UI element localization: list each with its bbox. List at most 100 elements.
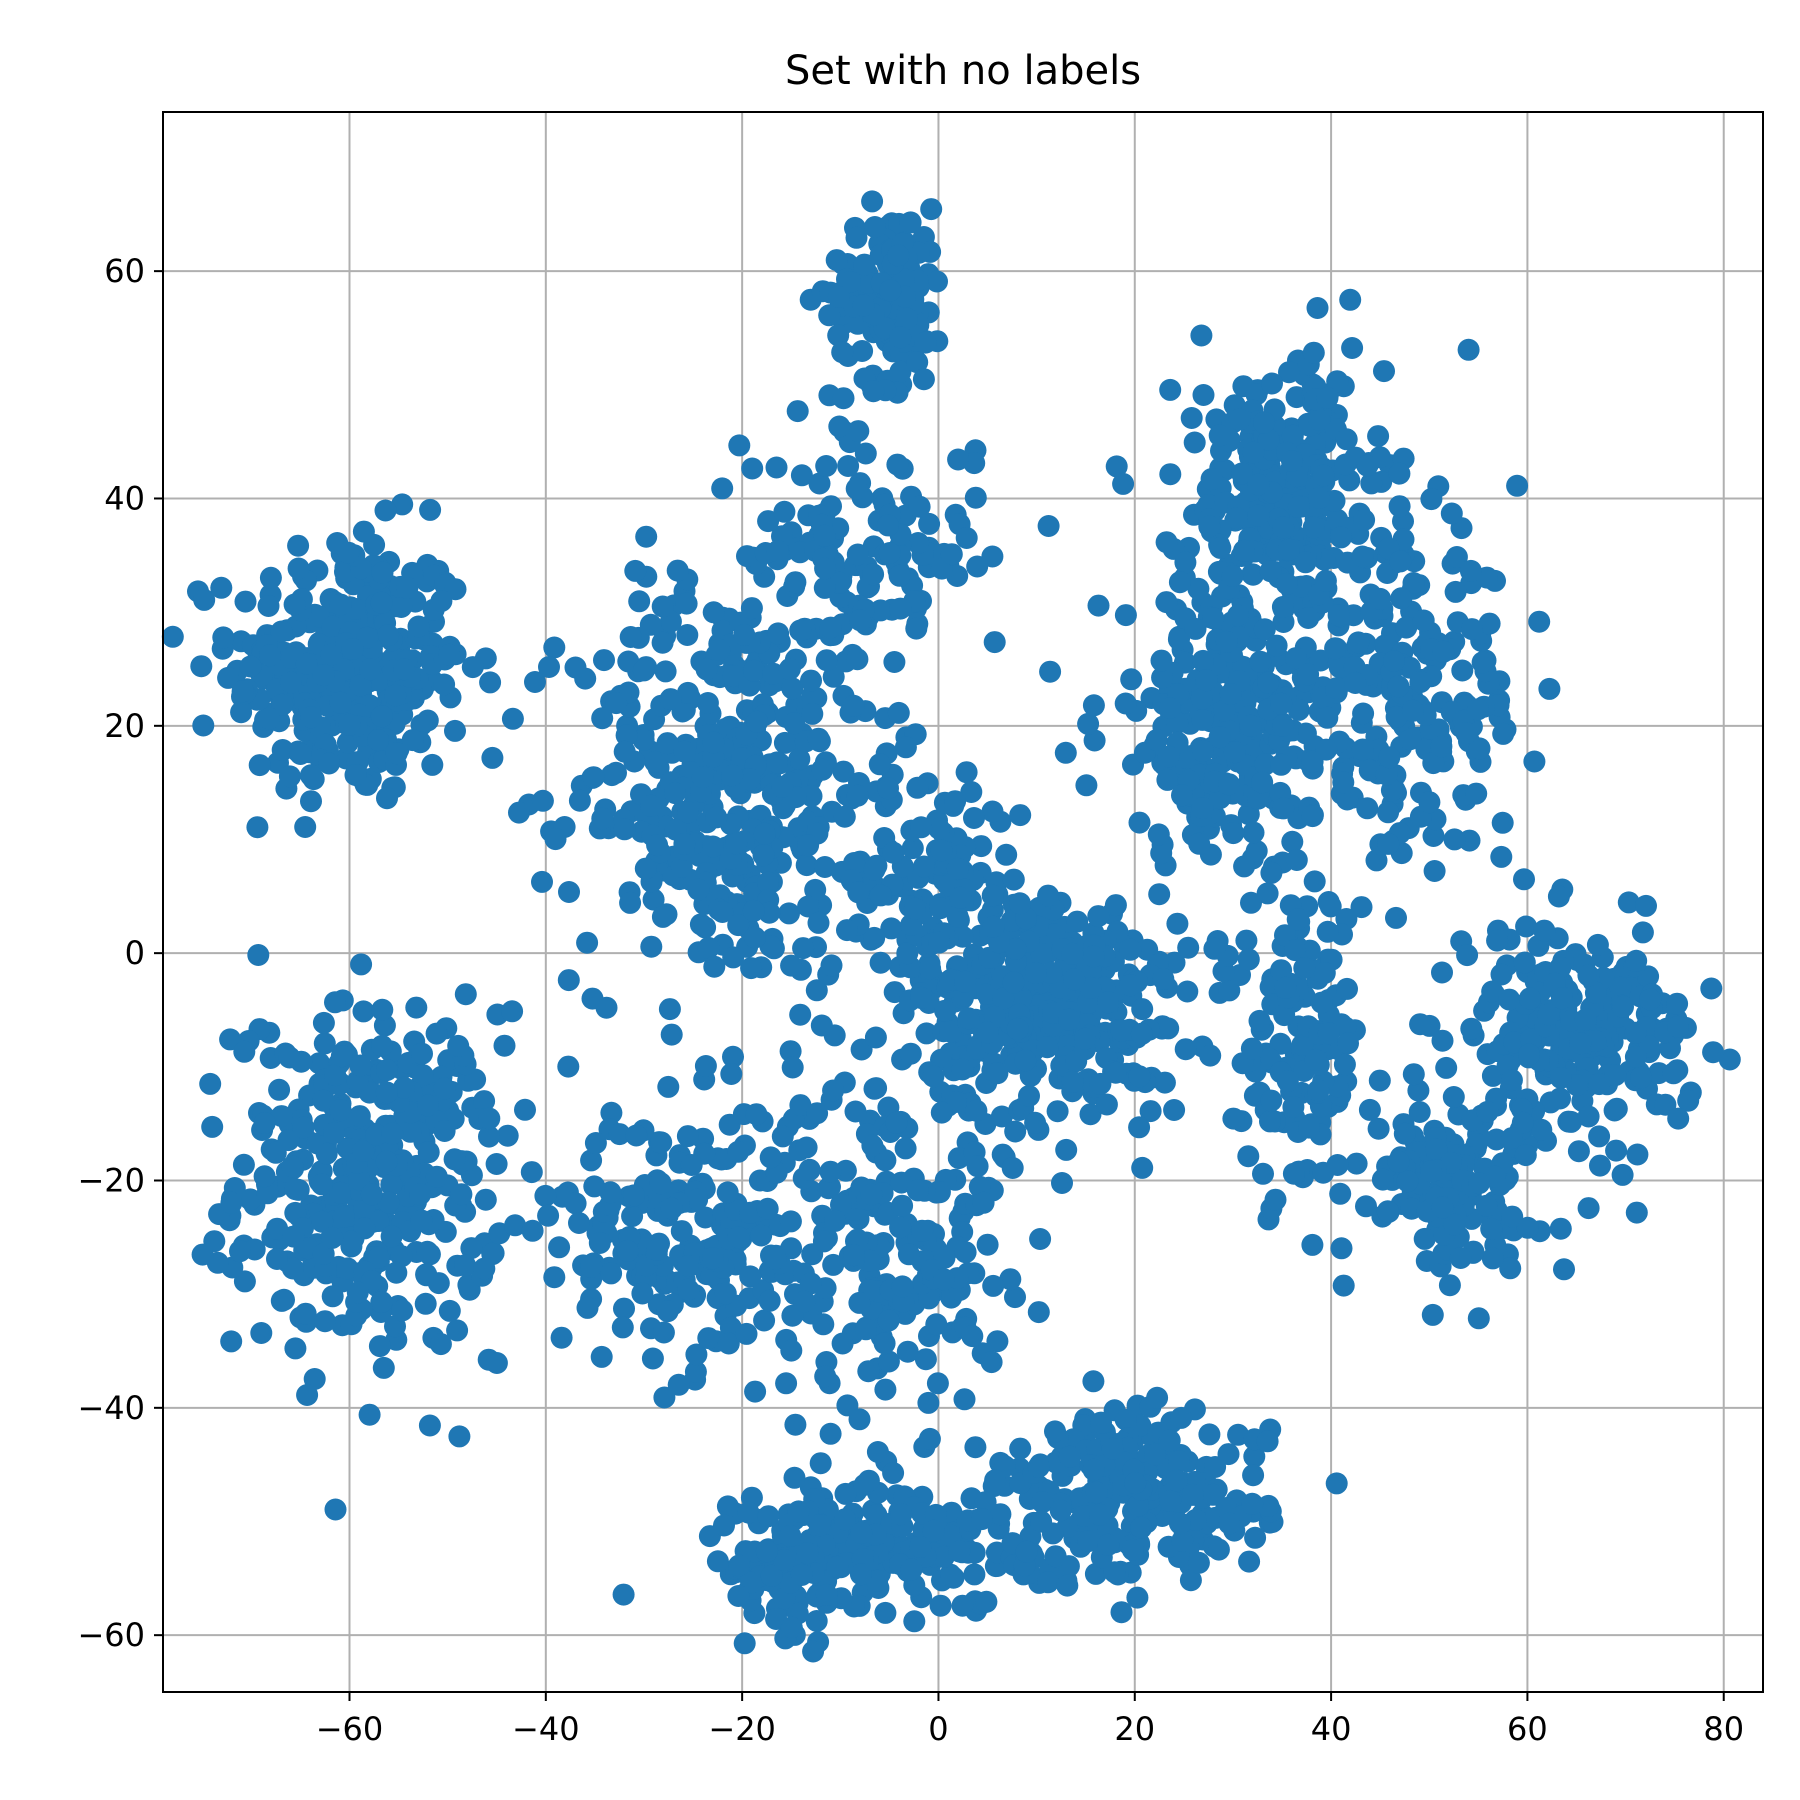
scatter-point (1431, 962, 1453, 984)
scatter-point (290, 743, 312, 765)
scatter-point (951, 1059, 973, 1081)
scatter-point (1333, 1275, 1355, 1297)
scatter-point (775, 1372, 797, 1394)
scatter-point (931, 1102, 953, 1124)
scatter-point (1159, 1490, 1181, 1512)
scatter-point (845, 1101, 867, 1123)
scatter-point (1039, 661, 1061, 683)
scatter-point (285, 1178, 307, 1200)
scatter-point (878, 1310, 900, 1332)
scatter-point (1369, 1070, 1391, 1092)
scatter-point (812, 1313, 834, 1335)
scatter-point (330, 692, 352, 714)
scatter-point (1501, 1206, 1523, 1228)
scatter-point (746, 711, 768, 733)
scatter-point (986, 1062, 1008, 1084)
scatter-point (371, 999, 393, 1021)
scatter-point (1346, 1153, 1368, 1175)
x-tick-label-3: 0 (928, 1710, 948, 1748)
scatter-point (1533, 920, 1555, 942)
scatter-point (349, 1105, 371, 1127)
scatter-point (703, 732, 725, 754)
scatter-point (1396, 1170, 1418, 1192)
scatter-point (646, 834, 668, 856)
scatter-point (861, 1135, 883, 1157)
scatter-point (877, 777, 899, 799)
scatter-point (396, 577, 418, 599)
scatter-point (847, 881, 869, 903)
scatter-point (965, 1100, 987, 1122)
scatter-point (739, 1265, 761, 1287)
scatter-point (1460, 560, 1482, 582)
scatter-point (963, 1563, 985, 1585)
scatter-point (1389, 495, 1411, 517)
scatter-point (577, 1297, 599, 1319)
scatter-point (1272, 516, 1294, 538)
scatter-point (1409, 1013, 1431, 1035)
scatter-point (501, 1000, 523, 1022)
scatter-point (605, 692, 627, 714)
scatter-point (411, 1210, 433, 1232)
scatter-point (862, 380, 884, 402)
scatter-point (771, 776, 793, 798)
scatter-point (1450, 1247, 1472, 1269)
scatter-point (756, 1540, 778, 1562)
scatter-point (268, 1079, 290, 1101)
scatter-point (703, 601, 725, 623)
scatter-point (614, 818, 636, 840)
scatter-point (1635, 895, 1657, 917)
scatter-point (652, 906, 674, 928)
scatter-point (371, 592, 393, 614)
scatter-point (1175, 1038, 1197, 1060)
scatter-point (896, 308, 918, 330)
scatter-point (1378, 746, 1400, 768)
scatter-point (280, 672, 302, 694)
scatter-point (1403, 1063, 1425, 1085)
scatter-point (1451, 660, 1473, 682)
scatter-point (1626, 1144, 1648, 1166)
data-points (162, 190, 1741, 1662)
scatter-point (1051, 1172, 1073, 1194)
scatter-point (1286, 849, 1308, 871)
scatter-point (906, 777, 928, 799)
scatter-point (697, 692, 719, 714)
scatter-point (1028, 1301, 1050, 1323)
scatter-point (1490, 846, 1512, 868)
scatter-point (772, 1125, 794, 1147)
scatter-point (548, 1236, 570, 1258)
scatter-point (833, 387, 855, 409)
scatter-point (353, 1000, 375, 1022)
scatter-point (1569, 1032, 1591, 1054)
y-tick-label-1: −40 (77, 1389, 145, 1427)
scatter-point (1331, 1237, 1353, 1259)
scatter-point (931, 840, 953, 862)
scatter-point (1368, 1118, 1390, 1140)
scatter-point (1578, 1106, 1600, 1128)
scatter-point (1097, 1534, 1119, 1556)
scatter-point (835, 1483, 857, 1505)
scatter-point (1377, 833, 1399, 855)
scatter-point (295, 1303, 317, 1325)
scatter-point (661, 1198, 683, 1220)
scatter-point (1413, 610, 1435, 632)
scatter-point (1266, 635, 1288, 657)
scatter-point (1275, 977, 1297, 999)
scatter-point (371, 705, 393, 727)
scatter-point (1270, 754, 1292, 776)
scatter-point (1238, 948, 1260, 970)
scatter-point (717, 1181, 739, 1203)
scatter-point (743, 900, 765, 922)
scatter-point (1625, 950, 1647, 972)
scatter-point (260, 567, 282, 589)
scatter-point (909, 496, 931, 518)
scatter-point (1301, 1234, 1323, 1256)
scatter-point (1119, 974, 1141, 996)
scatter-point (1430, 736, 1452, 758)
scatter-point (1195, 669, 1217, 691)
scatter-point (796, 1137, 818, 1159)
scatter-point (1270, 693, 1292, 715)
scatter-point (674, 741, 696, 763)
scatter-point (1317, 387, 1339, 409)
scatter-point (1501, 1127, 1523, 1149)
scatter-point (794, 1291, 816, 1313)
